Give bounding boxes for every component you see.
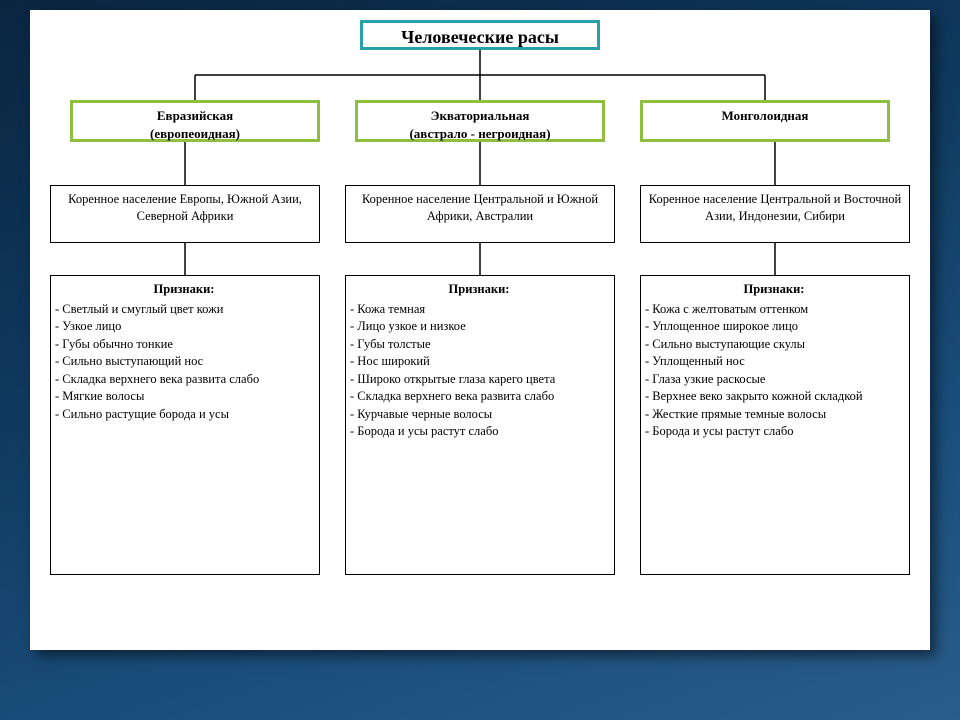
category-node: Евразийская(европеоидная) xyxy=(70,100,320,142)
trait-item: - Складка верхнего века развита слабо xyxy=(55,371,313,389)
population-node: Коренное население Центральной и Восточн… xyxy=(640,185,910,243)
trait-item: - Губы толстые xyxy=(350,336,608,354)
population-text: Коренное население Центральной и Восточн… xyxy=(647,191,903,225)
population-node: Коренное население Европы, Южной Азии, С… xyxy=(50,185,320,243)
category-sub: (австрало - негроидная) xyxy=(364,125,596,143)
traits-node: Признаки:- Светлый и смуглый цвет кожи- … xyxy=(50,275,320,575)
traits-node: Признаки: - Кожа темная- Лицо узкое и низ… xyxy=(345,275,615,575)
traits-title: Признаки: xyxy=(350,281,608,299)
trait-item: - Сильно растущие борода и усы xyxy=(55,406,313,424)
trait-item: - Губы обычно тонкие xyxy=(55,336,313,354)
trait-item: - Широко открытые глаза карего цвета xyxy=(350,371,608,389)
traits-title: Признаки: xyxy=(55,281,313,299)
trait-item: - Нос широкий xyxy=(350,353,608,371)
trait-item: - Верхнее веко закрыто кожной складкой xyxy=(645,388,903,406)
category-sub: (европеоидная) xyxy=(79,125,311,143)
trait-item: - Уплощенное широкое лицо xyxy=(645,318,903,336)
population-text: Коренное население Центральной и Южной А… xyxy=(352,191,608,225)
category-name: Экваториальная xyxy=(364,107,596,125)
population-node: Коренное население Центральной и Южной А… xyxy=(345,185,615,243)
population-text: Коренное население Европы, Южной Азии, С… xyxy=(57,191,313,225)
trait-item: - Борода и усы растут слабо xyxy=(645,423,903,441)
category-node: Экваториальная(австрало - негроидная) xyxy=(355,100,605,142)
trait-item: - Кожа с желтоватым оттенком xyxy=(645,301,903,319)
root-label: Человеческие расы xyxy=(401,27,559,47)
category-name: Евразийская xyxy=(79,107,311,125)
trait-item: - Мягкие волосы xyxy=(55,388,313,406)
trait-item: - Курчавые черные волосы xyxy=(350,406,608,424)
root-node: Человеческие расы xyxy=(360,20,600,50)
trait-item: - Глаза узкие раскосые xyxy=(645,371,903,389)
trait-item: - Узкое лицо xyxy=(55,318,313,336)
category-name: Монголоидная xyxy=(649,107,881,125)
traits-node: Признаки:- Кожа с желтоватым оттенком- У… xyxy=(640,275,910,575)
trait-item: - Борода и усы растут слабо xyxy=(350,423,608,441)
trait-item: - Лицо узкое и низкое xyxy=(350,318,608,336)
trait-item: - Жесткие прямые темные волосы xyxy=(645,406,903,424)
trait-item: - Складка верхнего века развита слабо xyxy=(350,388,608,406)
slide-panel: Человеческие расы Евразийская(европеоидн… xyxy=(30,10,930,650)
trait-item: - Сильно выступающий нос xyxy=(55,353,313,371)
trait-item: - Сильно выступающие скулы xyxy=(645,336,903,354)
trait-item: - Кожа темная xyxy=(350,301,608,319)
trait-item: - Светлый и смуглый цвет кожи xyxy=(55,301,313,319)
category-node: Монголоидная xyxy=(640,100,890,142)
traits-title: Признаки: xyxy=(645,281,903,299)
trait-item: - Уплощенный нос xyxy=(645,353,903,371)
